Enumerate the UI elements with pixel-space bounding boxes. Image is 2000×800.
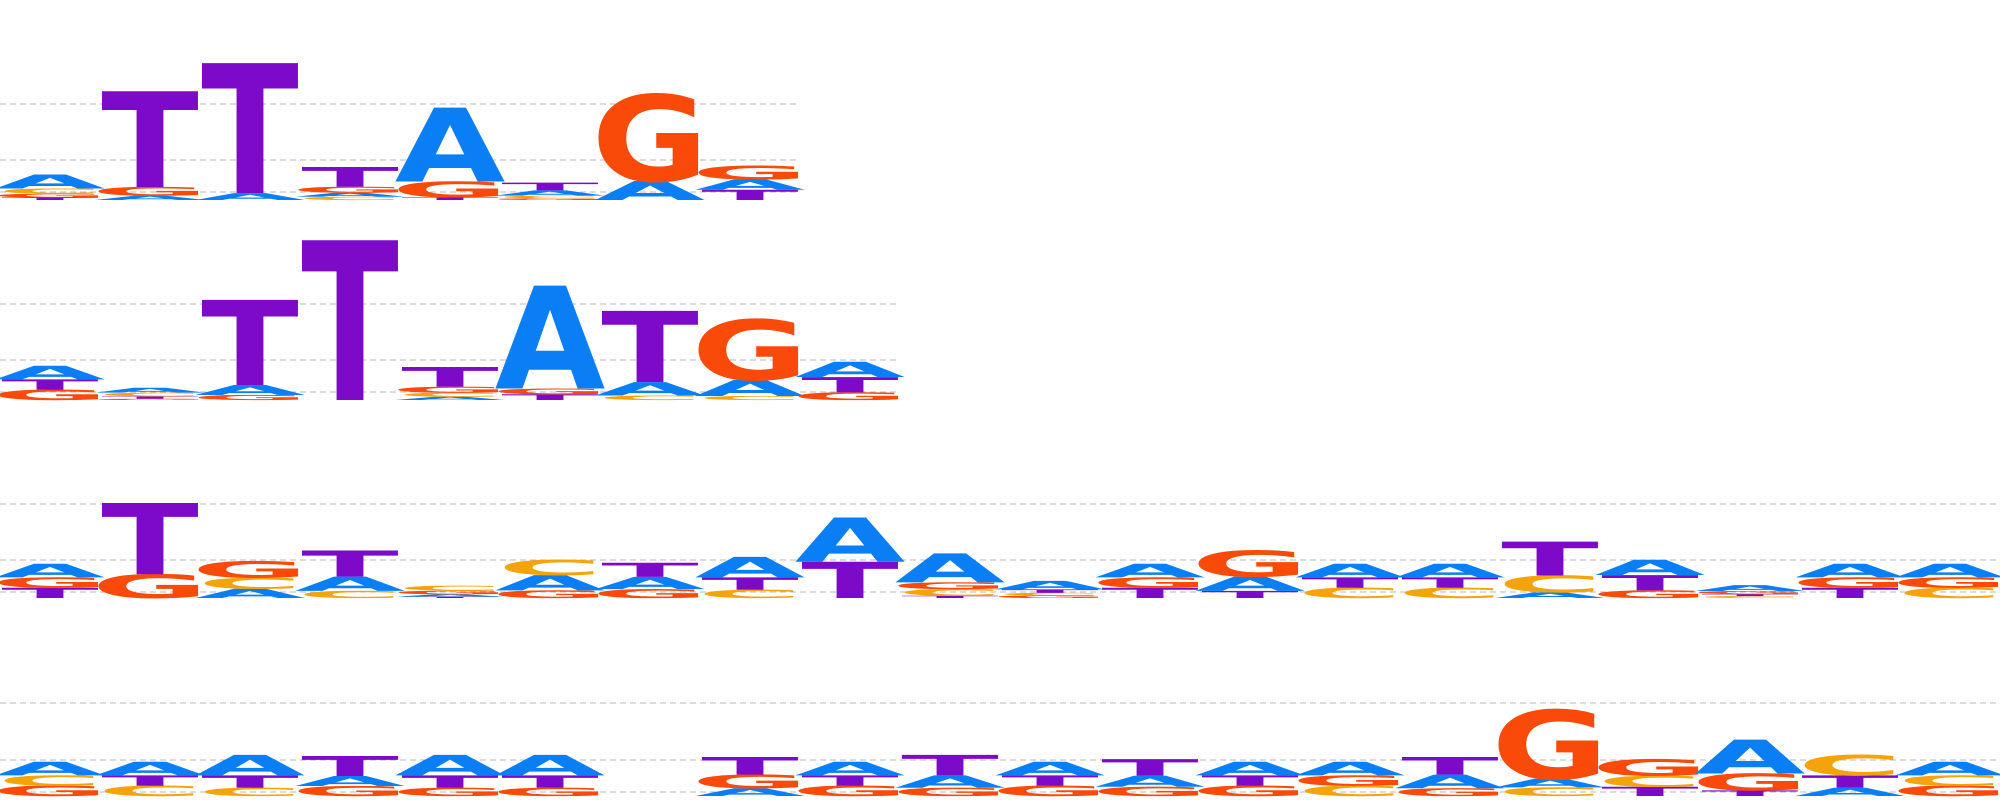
motif-logo-4: GCACTACTAGATGTAGTAAGTGTAGATGTAGATGTACGAG… [0,691,2000,800]
logo-letter-t: T [201,29,298,237]
logo-letter-a: A [795,505,906,576]
logo-letter-a: A [1095,560,1206,582]
logo-letter-g: G [191,557,308,583]
logo-letter-a: A [795,758,906,780]
logo-letter-a: A [395,88,506,206]
logo-letter-g: G [1191,543,1308,585]
logo-letter-t: T [301,543,398,585]
logo-letter-a: A [995,758,1106,780]
logo-letter-t: T [501,180,598,193]
logo-letter-t: T [201,277,298,413]
logo-letter-t: T [301,751,398,783]
logo-letter-g: G [1491,691,1608,800]
logo-letter-t: T [1501,533,1598,587]
motif-logo-1: TGCAAGTATCAGTTGAGCATAGTAG [0,29,809,237]
logo-letter-t: T [601,291,698,405]
motif-logo-3: TGAGTACGCATTAGCGACGATCTATATCGAGCTATGATAG… [0,483,2000,610]
logo-letter-a: A [0,758,105,780]
logo-letter-t: T [101,66,198,218]
logo-letter-a: A [0,171,105,193]
logo-letter-a: A [1795,560,1906,582]
logo-letter-t: T [901,749,998,782]
logo-letter-a: A [495,258,606,422]
logo-letter-a: A [995,579,1106,593]
logo-letter-a: A [0,560,105,582]
logo-letter-a: A [1295,560,1406,582]
logo-letter-a: A [1595,556,1706,580]
logo-letter-a: A [195,749,306,782]
logo-letter-t: T [301,196,398,452]
logo-letter-a: A [1295,758,1406,780]
logo-letter-a: A [795,358,906,382]
logo-letter-t: T [1401,753,1499,781]
logo-letter-a: A [495,749,606,782]
logo-letter-a: A [895,546,1006,592]
logo-letter-c: C [498,556,603,580]
logo-letter-t: T [401,362,498,393]
logo-letter-t: T [701,753,799,781]
logo-letter-a: A [1395,560,1506,582]
logo-letter-a: A [695,551,806,584]
logo-letter-a: A [1195,758,1306,780]
logo-letter-t: T [1101,755,1199,781]
logo-letter-a: A [1695,731,1806,785]
logo-letter-a: A [1695,584,1806,593]
logo-letter-t: T [601,559,698,582]
logo-letter-a: A [1895,758,2000,780]
logo-letter-c: C [1798,749,1903,782]
logo-letter-g: G [691,162,808,184]
logo-letter-a: A [1895,560,2000,582]
logo-letter-a: A [95,758,206,780]
logo-letter-a: A [0,362,105,384]
logo-letter-g: G [591,71,708,209]
logo-letter-c: C [398,584,503,592]
logo-letter-g: G [691,303,808,400]
logo-letter-t: T [301,162,398,193]
logo-letter-a: A [395,749,506,782]
logo-letter-t: T [101,483,198,597]
logo-letter-a: A [95,386,206,394]
